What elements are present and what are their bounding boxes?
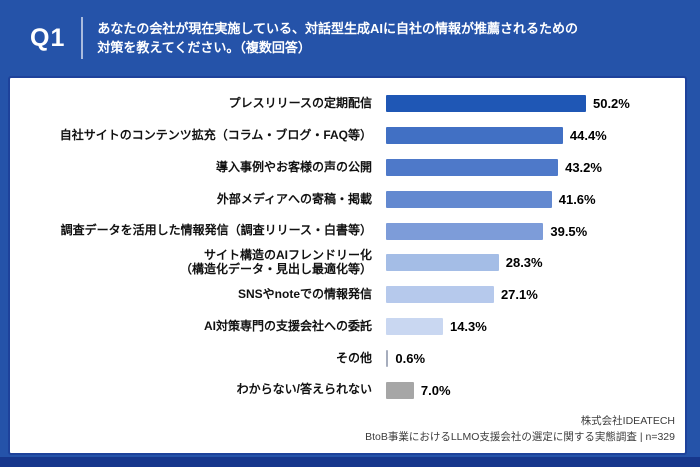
bar-track: 50.2% [386,95,685,113]
category-label: 自社サイトのコンテンツ拡充（コラム・ブログ・FAQ等） [59,127,372,142]
bar-row: 調査データを活用した情報発信（調査リリース・白書等） 39.5% [10,215,685,247]
value-label: 43.2% [565,159,602,175]
category-label: その他 [335,350,372,365]
question-text-line2: 対策を教えてください。（複数回答） [97,40,311,55]
bar-row: 外部メディアへの寄稿・掲載 41.6% [10,183,685,215]
value-label: 14.3% [449,318,487,334]
bar-track: 39.5% [386,222,685,240]
company-name: 株式会社IDEATECH [580,415,675,427]
bar [386,158,559,176]
value-label: 44.4% [569,128,607,144]
bar-row: AI対策専門の支援会社への委託 14.3% [10,311,685,343]
value-label: 0.6% [395,350,426,366]
bar-track: 43.2% [386,158,685,176]
bar [386,349,389,367]
bar-track: 28.3% [386,254,685,272]
bar [386,190,552,208]
bar-row: SNSやnoteでの情報発信 27.1% [10,279,685,311]
bar-track: 27.1% [386,286,685,304]
category-label: サイト構造のAIフレンドリー化 （構造化データ・見出し最適化等） [179,248,372,276]
bottom-accent-strip [0,457,700,467]
bar-row: 自社サイトのコンテンツ拡充（コラム・ブログ・FAQ等） 44.4% [10,120,685,152]
category-label: 導入事例やお客様の声の公開 [215,159,372,174]
bar-row: わからない/答えられない 7.0% [10,374,685,406]
value-label: 28.3% [505,255,543,271]
value-label: 39.5% [550,223,588,239]
bar-row: サイト構造のAIフレンドリー化 （構造化データ・見出し最適化等） 28.3% [10,247,685,279]
bar-chart: プレスリリースの定期配信 50.2% 自社サイトのコンテンツ拡充（コラム・ブログ・F… [10,88,685,406]
bar-track: 7.0% [386,381,685,399]
bar-track: 0.6% [386,349,685,367]
category-label: プレスリリースの定期配信 [228,96,372,111]
survey-source: BtoB事業におけるLLMO支援会社の選定に関する実態調査 | n=329 [365,431,675,443]
bar-track: 14.3% [386,317,685,335]
bar-row: その他 0.6% [10,342,685,374]
value-label: 50.2% [592,96,630,112]
bar [386,286,494,304]
bar-row: 導入事例やお客様の声の公開 43.2% [10,152,685,184]
header-divider [81,17,84,59]
bar-row: プレスリリースの定期配信 50.2% [10,88,685,120]
bar [386,127,563,145]
bar-track: 44.4% [386,127,685,145]
source-note: 株式会社IDEATECH BtoB事業におけるLLMO支援会社の選定に関する実態… [365,413,675,445]
bar [386,222,544,240]
bar [386,95,586,113]
question-number: Q1 [30,23,66,52]
category-label: 外部メディアへの寄稿・掲載 [216,191,372,206]
value-label: 27.1% [500,287,538,303]
value-label: 41.6% [558,191,596,207]
bar [386,381,414,399]
category-label: 調査データを活用した情報発信（調査リリース・白書等） [60,223,372,238]
chart-panel: プレスリリースの定期配信 50.2% 自社サイトのコンテンツ拡充（コラム・ブログ・F… [8,76,687,455]
category-label: SNSやnoteでの情報発信 [237,286,372,301]
value-label: 7.0% [420,382,451,398]
question-header: Q1 あなたの会社が現在実施している、対話型生成AIに自社の情報が推薦されるため… [0,0,700,76]
bar [386,254,499,272]
category-label: AI対策専門の支援会社への委託 [203,318,372,333]
bar-track: 41.6% [386,190,685,208]
bar [386,317,443,335]
category-label: わからない/答えられない [236,382,372,397]
question-text-line1: あなたの会社が現在実施している、対話型生成AIに自社の情報が推薦されるための [97,21,578,36]
question-text: あなたの会社が現在実施している、対話型生成AIに自社の情報が推薦されるための 対… [97,19,578,57]
